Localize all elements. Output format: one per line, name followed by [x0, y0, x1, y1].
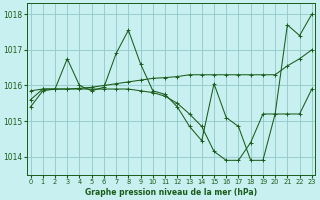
X-axis label: Graphe pression niveau de la mer (hPa): Graphe pression niveau de la mer (hPa): [85, 188, 257, 197]
